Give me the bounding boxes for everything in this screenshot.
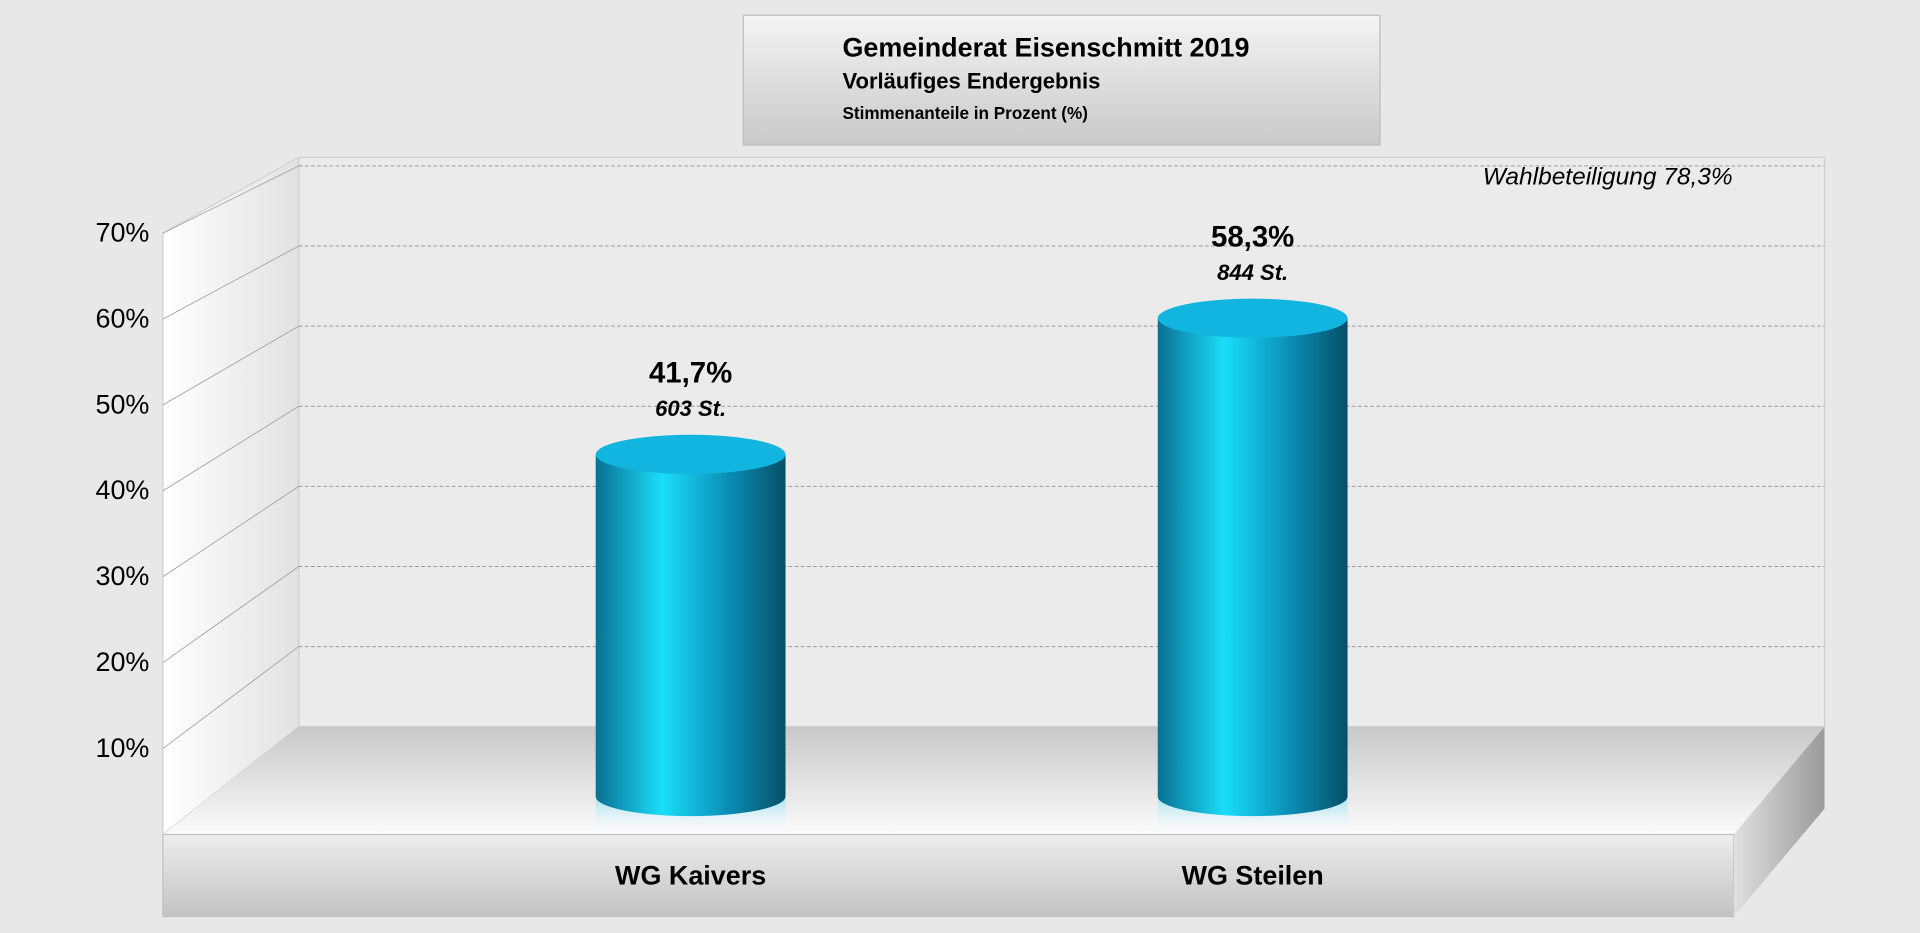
- y-tick-label: 70%: [95, 218, 149, 248]
- cylinder-top: [595, 434, 786, 474]
- y-tick-label: 60%: [95, 303, 149, 333]
- bar: [595, 454, 786, 797]
- grid-line: [162, 325, 299, 406]
- value-label: 41,7%: [649, 357, 732, 390]
- y-tick-label: 50%: [95, 389, 149, 419]
- value-label: 58,3%: [1211, 220, 1294, 253]
- grid-line: [162, 646, 300, 749]
- chart-subtitle: Vorläufiges Endergebnis: [842, 68, 1100, 93]
- grid-line: [162, 405, 300, 492]
- annotation: Wahlbeteiligung 78,3%: [1483, 164, 1733, 191]
- vote-label: 603 St.: [655, 396, 726, 421]
- grid-line: [162, 566, 300, 664]
- chart-title: Gemeinderat Eisenschmitt 2019: [842, 33, 1249, 63]
- grid-line: [162, 485, 300, 578]
- vote-label: 844 St.: [1217, 260, 1288, 285]
- grid-line: [162, 165, 299, 234]
- bar: [1157, 318, 1348, 797]
- x-tick-label: WG Steilen: [1182, 860, 1324, 890]
- cylinder-top: [1157, 298, 1348, 338]
- y-tick-label: 30%: [95, 561, 149, 591]
- plot: 10% 20% 30% 40% 50% 60% 70% 41,7% 603 St. WG Kaiv…: [95, 165, 1825, 890]
- title-box: [742, 14, 1381, 146]
- base-side: [1733, 726, 1825, 917]
- y-axis-label: Stimmenanteile in Prozent (%): [842, 103, 1088, 123]
- floor: [162, 726, 1825, 835]
- y-tick-label: 10%: [95, 733, 149, 763]
- y-tick-label: 40%: [95, 475, 149, 505]
- x-tick-label: WG Kaivers: [615, 860, 766, 890]
- y-tick-label: 20%: [95, 647, 149, 677]
- base: [162, 833, 1735, 918]
- back-wall: [298, 156, 1826, 728]
- grid-line: [162, 245, 299, 320]
